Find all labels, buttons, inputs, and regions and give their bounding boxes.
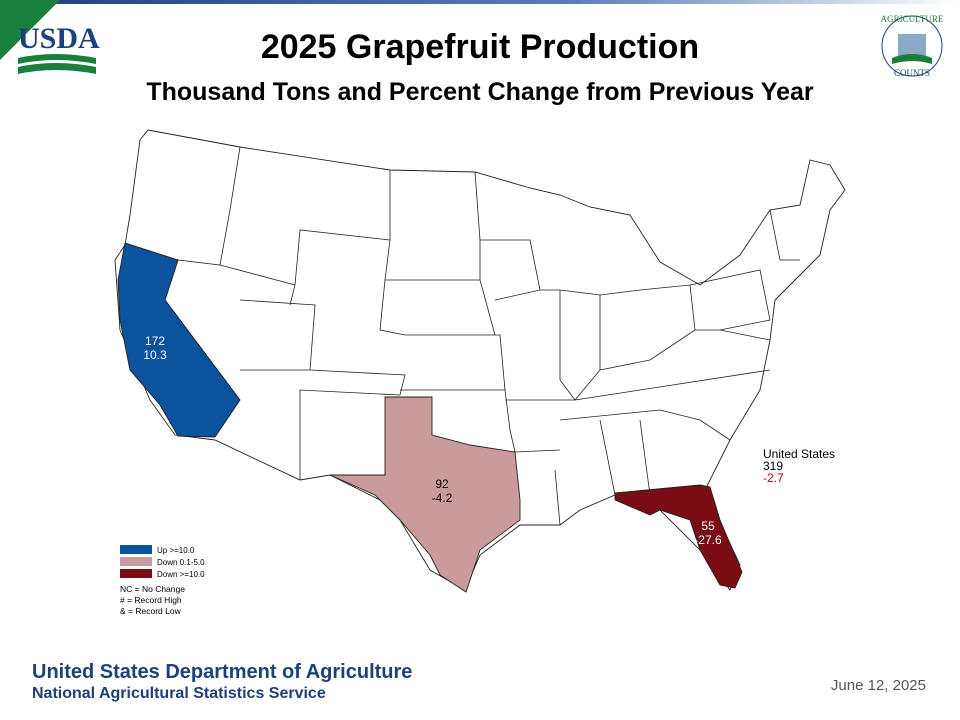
state-value: 55 (701, 519, 715, 533)
legend-label: Down 0.1-5.0 (157, 558, 205, 567)
legend-label: Down >=10.0 (157, 570, 205, 579)
state-change: -27.6 (694, 533, 722, 547)
legend-swatch (120, 557, 152, 566)
usda-logo-text: USDA (18, 22, 100, 55)
state-change: 10.3 (143, 348, 167, 362)
state-value: 172 (145, 334, 165, 348)
legend-note: # = Record High (120, 595, 182, 605)
legend-note: NC = No Change (120, 584, 185, 594)
state-change: -4.2 (432, 491, 453, 505)
corner-accent (0, 0, 60, 60)
footer-organization: United States Department of Agriculture (32, 661, 412, 683)
state-shape (614, 484, 743, 589)
total-change: -2.7 (763, 471, 784, 485)
total-label: United States (763, 447, 835, 461)
footer-date: June 12, 2025 (831, 677, 926, 694)
state-borders (124, 146, 800, 526)
usda-logo: USDA (18, 22, 100, 74)
state-shape (329, 396, 521, 593)
legend-label: Up >=10.0 (157, 546, 195, 555)
logo-bottom-text: COUNTS (894, 68, 930, 78)
legend: Up >=10.0 Down 0.1-5.0 Down >=10.0 NC = No … (120, 545, 205, 616)
legend-swatch (120, 569, 152, 578)
legend-swatch (120, 545, 152, 554)
top-bar (0, 0, 960, 4)
state-shape (117, 242, 241, 438)
logo-top-text: AGRICULTURE (881, 14, 944, 24)
state-value: 92 (435, 477, 449, 491)
legend-note: & = Record Low (120, 606, 182, 616)
subtitle: Thousand Tons and Percent Change from Pr… (146, 78, 814, 106)
title: 2025 Grapefruit Production (261, 28, 699, 66)
ag-counts-logo: AGRICULTURE COUNTS (881, 14, 944, 78)
total-value: 319 (763, 459, 783, 473)
footer-agency: National Agricultural Statistics Service (32, 685, 326, 702)
